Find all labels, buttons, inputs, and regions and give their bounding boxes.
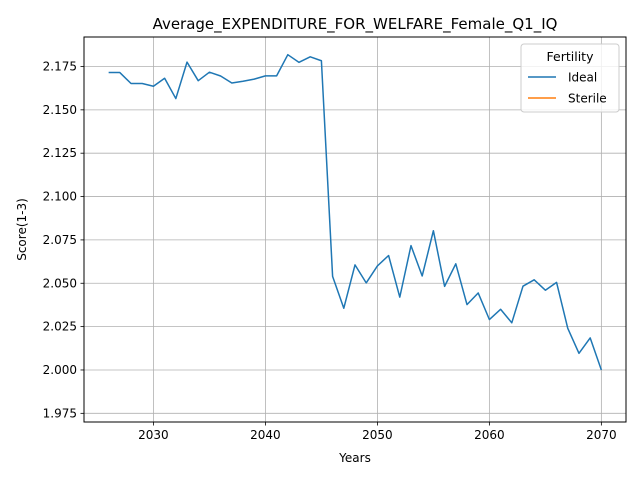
legend-title: Fertility	[547, 49, 595, 64]
series-lines	[108, 53, 603, 371]
legend-label-sterile: Sterile	[568, 92, 607, 106]
grid	[84, 37, 626, 422]
y-axis-ticks: 1.975 2.000 2.025 2.050 2.075 2.100 2.125 2.150…	[43, 59, 84, 420]
legend-label-ideal: Ideal	[568, 71, 597, 85]
x-tick-label: 2050	[362, 428, 393, 442]
y-tick-label: 1.975	[43, 406, 77, 420]
x-axis-ticks: 2030 2040 2050 2060 2070	[138, 422, 617, 442]
y-tick-label: 2.125	[43, 146, 77, 160]
y-tick-label: 2.100	[43, 190, 77, 204]
legend: Fertility Ideal Sterile	[520, 43, 620, 113]
y-tick-label: 2.000	[43, 363, 77, 377]
series-line-ideal	[108, 53, 603, 371]
legend-box	[520, 43, 620, 113]
y-tick-label: 2.025	[43, 320, 77, 334]
y-axis-label: Score(1-3)	[15, 198, 29, 261]
x-axis-label: Years	[338, 451, 371, 465]
plot-frame	[83, 36, 627, 423]
y-tick-label: 2.150	[43, 103, 77, 117]
x-tick-label: 2040	[250, 428, 281, 442]
x-tick-label: 2060	[474, 428, 505, 442]
y-tick-label: 2.050	[43, 276, 77, 290]
x-tick-label: 2030	[138, 428, 169, 442]
y-tick-label: 2.075	[43, 233, 77, 247]
x-tick-label: 2070	[586, 428, 617, 442]
y-tick-label: 2.175	[43, 59, 77, 73]
chart-title: Average_EXPENDITURE_FOR_WELFARE_Female_Q…	[153, 15, 558, 34]
